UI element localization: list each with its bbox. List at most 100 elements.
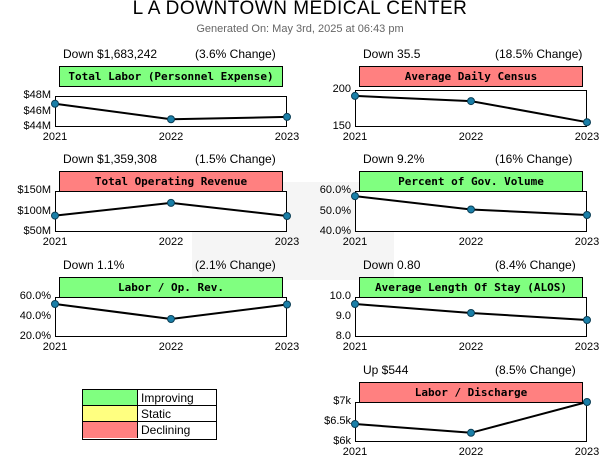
y-tick-label: 9.0 xyxy=(335,310,351,322)
change-amount: Down $1,359,308 xyxy=(63,152,158,166)
legend-label-static: Static xyxy=(141,407,172,421)
data-point xyxy=(351,300,359,308)
x-tick-label: 2022 xyxy=(158,131,184,143)
data-point xyxy=(283,300,291,309)
chart-title-box: Labor / Op. Rev. xyxy=(59,277,283,298)
x-tick-label: 2023 xyxy=(574,446,600,458)
data-point xyxy=(351,420,359,428)
y-tick-label: $6k xyxy=(333,435,351,447)
change-amount: Down $1,683,242 xyxy=(63,47,158,61)
data-point xyxy=(467,97,475,106)
y-tick-label: 200 xyxy=(332,83,351,95)
y-tick-label: 150 xyxy=(332,120,351,132)
x-tick-label: 2023 xyxy=(574,236,600,248)
x-tick-label: 2021 xyxy=(42,131,68,143)
plot-area xyxy=(355,191,587,232)
chart-title-box: Total Operating Revenue xyxy=(59,171,283,192)
data-point xyxy=(51,300,59,308)
y-tick-label: $100M xyxy=(17,204,51,217)
data-point xyxy=(351,91,359,100)
change-amount: Down 0.80 xyxy=(363,258,421,272)
x-tick-label: 2023 xyxy=(274,131,300,143)
data-point xyxy=(583,316,591,324)
status-legend: Improving Static Declining xyxy=(82,389,217,440)
change-percent: (18.5% Change) xyxy=(495,47,583,61)
data-point xyxy=(51,211,59,220)
data-point xyxy=(583,398,591,406)
change-amount: Up $544 xyxy=(363,363,409,377)
data-point xyxy=(51,99,59,108)
data-point xyxy=(467,428,475,437)
y-tick-label: $150M xyxy=(17,184,51,196)
data-point xyxy=(467,309,475,317)
x-tick-label: 2023 xyxy=(274,236,300,248)
x-tick-label: 2021 xyxy=(342,446,368,458)
x-tick-label: 2022 xyxy=(458,131,484,143)
x-tick-label: 2023 xyxy=(574,131,600,143)
data-point xyxy=(167,315,175,323)
change-percent: (16% Change) xyxy=(495,152,573,166)
change-percent: (8.5% Change) xyxy=(495,363,576,377)
x-tick-label: 2021 xyxy=(342,131,368,143)
x-tick-label: 2022 xyxy=(458,341,484,353)
y-tick-label: 50.0% xyxy=(319,204,351,217)
y-tick-label: $6.5k xyxy=(324,415,351,427)
x-tick-label: 2022 xyxy=(158,341,184,353)
chart-title-box: Average Daily Census xyxy=(359,66,583,87)
chart-title-box: Total Labor (Personnel Expense) xyxy=(59,66,283,87)
y-tick-label: 10.0 xyxy=(329,290,351,302)
legend-swatch-declining xyxy=(83,422,138,438)
legend-label-declining: Declining xyxy=(141,423,191,437)
x-tick-label: 2021 xyxy=(342,341,368,353)
change-percent: (3.6% Change) xyxy=(195,47,276,61)
generated-timestamp: Generated On: May 3rd, 2025 at 06:43 pm xyxy=(196,23,404,35)
series-line xyxy=(354,401,588,434)
x-tick-label: 2021 xyxy=(42,341,68,353)
legend-item-static: Static xyxy=(83,406,216,422)
data-point xyxy=(283,212,291,221)
page-title: L A DOWNTOWN MEDICAL CENTER xyxy=(132,0,468,19)
data-point xyxy=(467,205,475,214)
y-tick-label: $7k xyxy=(333,395,351,407)
data-point xyxy=(583,210,591,219)
legend-swatch-static xyxy=(83,406,138,421)
change-amount: Down 1.1% xyxy=(63,258,125,272)
y-tick-label: 40.0% xyxy=(19,310,51,322)
data-point xyxy=(167,198,175,207)
y-tick-label: 8.0 xyxy=(335,330,351,342)
legend-label-improving: Improving xyxy=(141,391,194,405)
change-percent: (8.4% Change) xyxy=(495,258,576,272)
chart-title-box: Average Length Of Stay (ALOS) xyxy=(359,277,583,298)
change-percent: (1.5% Change) xyxy=(195,152,276,166)
y-tick-label: $46M xyxy=(23,104,51,117)
change-amount: Down 35.5 xyxy=(363,47,421,61)
y-tick-label: 20.0% xyxy=(19,330,51,342)
x-tick-label: 2022 xyxy=(458,446,484,458)
change-percent: (2.1% Change) xyxy=(195,258,276,272)
x-tick-label: 2023 xyxy=(574,341,600,353)
x-tick-label: 2021 xyxy=(342,236,368,248)
legend-item-improving: Improving xyxy=(83,390,216,406)
y-tick-label: $48M xyxy=(23,89,51,101)
data-point xyxy=(583,118,591,127)
y-tick-label: 40.0% xyxy=(319,225,351,237)
x-tick-label: 2023 xyxy=(274,341,300,353)
chart-title-box: Percent of Gov. Volume xyxy=(359,171,583,192)
x-tick-label: 2021 xyxy=(42,236,68,248)
y-tick-label: $44M xyxy=(23,120,51,132)
change-amount: Down 9.2% xyxy=(363,152,425,166)
y-tick-label: $50M xyxy=(23,225,51,237)
y-tick-label: 60.0% xyxy=(319,184,351,196)
data-point xyxy=(167,115,175,124)
data-point xyxy=(351,192,359,201)
data-point xyxy=(283,112,291,121)
x-tick-label: 2022 xyxy=(158,236,184,248)
legend-item-declining: Declining xyxy=(83,422,216,438)
